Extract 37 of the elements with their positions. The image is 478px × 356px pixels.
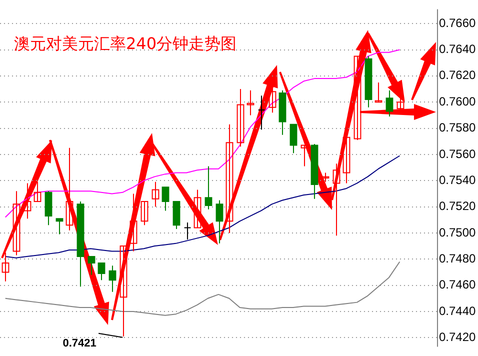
candlestick <box>194 189 202 228</box>
candlestick <box>34 181 42 202</box>
annotation: 0.7421 <box>62 337 96 350</box>
y-tick-label: 0.7660 <box>439 16 476 30</box>
y-tick-label: 0.7520 <box>439 199 476 214</box>
y-tick-label: 0.7440 <box>439 304 476 318</box>
y-tick-label: 0.7600 <box>439 94 476 108</box>
candlestick <box>140 201 148 226</box>
candlestick <box>342 121 350 184</box>
candlestick <box>226 124 234 234</box>
candlestick <box>66 147 74 231</box>
candlestick <box>152 181 160 208</box>
candlestick <box>120 246 128 337</box>
candlestick <box>246 90 254 116</box>
y-tick-label: 0.7500 <box>439 225 476 240</box>
y-tick-label: 0.7580 <box>439 120 476 135</box>
y-tick-label: 0.7420 <box>439 330 476 344</box>
candlestick <box>332 163 340 236</box>
candlestick <box>300 144 308 167</box>
candlestick <box>236 88 244 148</box>
candlestick <box>130 193 138 252</box>
y-tick-label: 0.7460 <box>439 278 476 292</box>
text: 澳元对美元汇率240分钟走势图 <box>14 34 237 55</box>
y-tick-label: 0.7620 <box>439 68 476 82</box>
candlestick <box>2 252 10 282</box>
candlestick <box>184 222 192 240</box>
candlestick <box>354 56 362 141</box>
y-tick-label: 0.7640 <box>439 42 476 56</box>
candlestick <box>12 190 20 256</box>
candlestick <box>374 82 382 103</box>
candlestick <box>268 87 276 114</box>
candlestick <box>24 182 32 220</box>
candlestick <box>322 172 330 182</box>
y-tick-label: 0.7480 <box>439 251 476 266</box>
y-tick-label: 0.7560 <box>439 146 476 161</box>
y-tick-label: 0.7540 <box>439 172 476 187</box>
candlestick <box>258 95 266 130</box>
